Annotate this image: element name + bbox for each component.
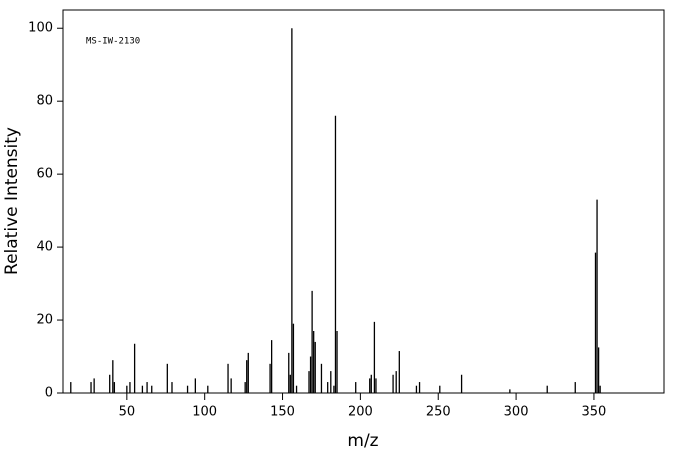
x-tick-label: 300 <box>504 405 529 420</box>
y-tick-label: 20 <box>36 313 53 328</box>
x-tick-label: 150 <box>270 405 295 420</box>
x-tick-label: 250 <box>426 405 451 420</box>
y-tick-label: 100 <box>28 21 53 36</box>
y-axis-label: Relative Intensity <box>2 127 22 275</box>
plot-frame <box>62 9 665 394</box>
x-tick-label: 200 <box>348 405 373 420</box>
y-tick-label: 60 <box>36 167 53 182</box>
y-tick-label: 0 <box>45 386 53 401</box>
x-tick-label: 50 <box>119 405 136 420</box>
y-tick-label: 40 <box>36 240 53 255</box>
annotation: MS-IW-2130 <box>86 37 140 47</box>
x-axis-label: m/z <box>347 431 378 451</box>
x-tick-label: 100 <box>192 405 217 420</box>
x-tick-label: 350 <box>582 405 607 420</box>
y-tick-label: 80 <box>36 94 53 109</box>
